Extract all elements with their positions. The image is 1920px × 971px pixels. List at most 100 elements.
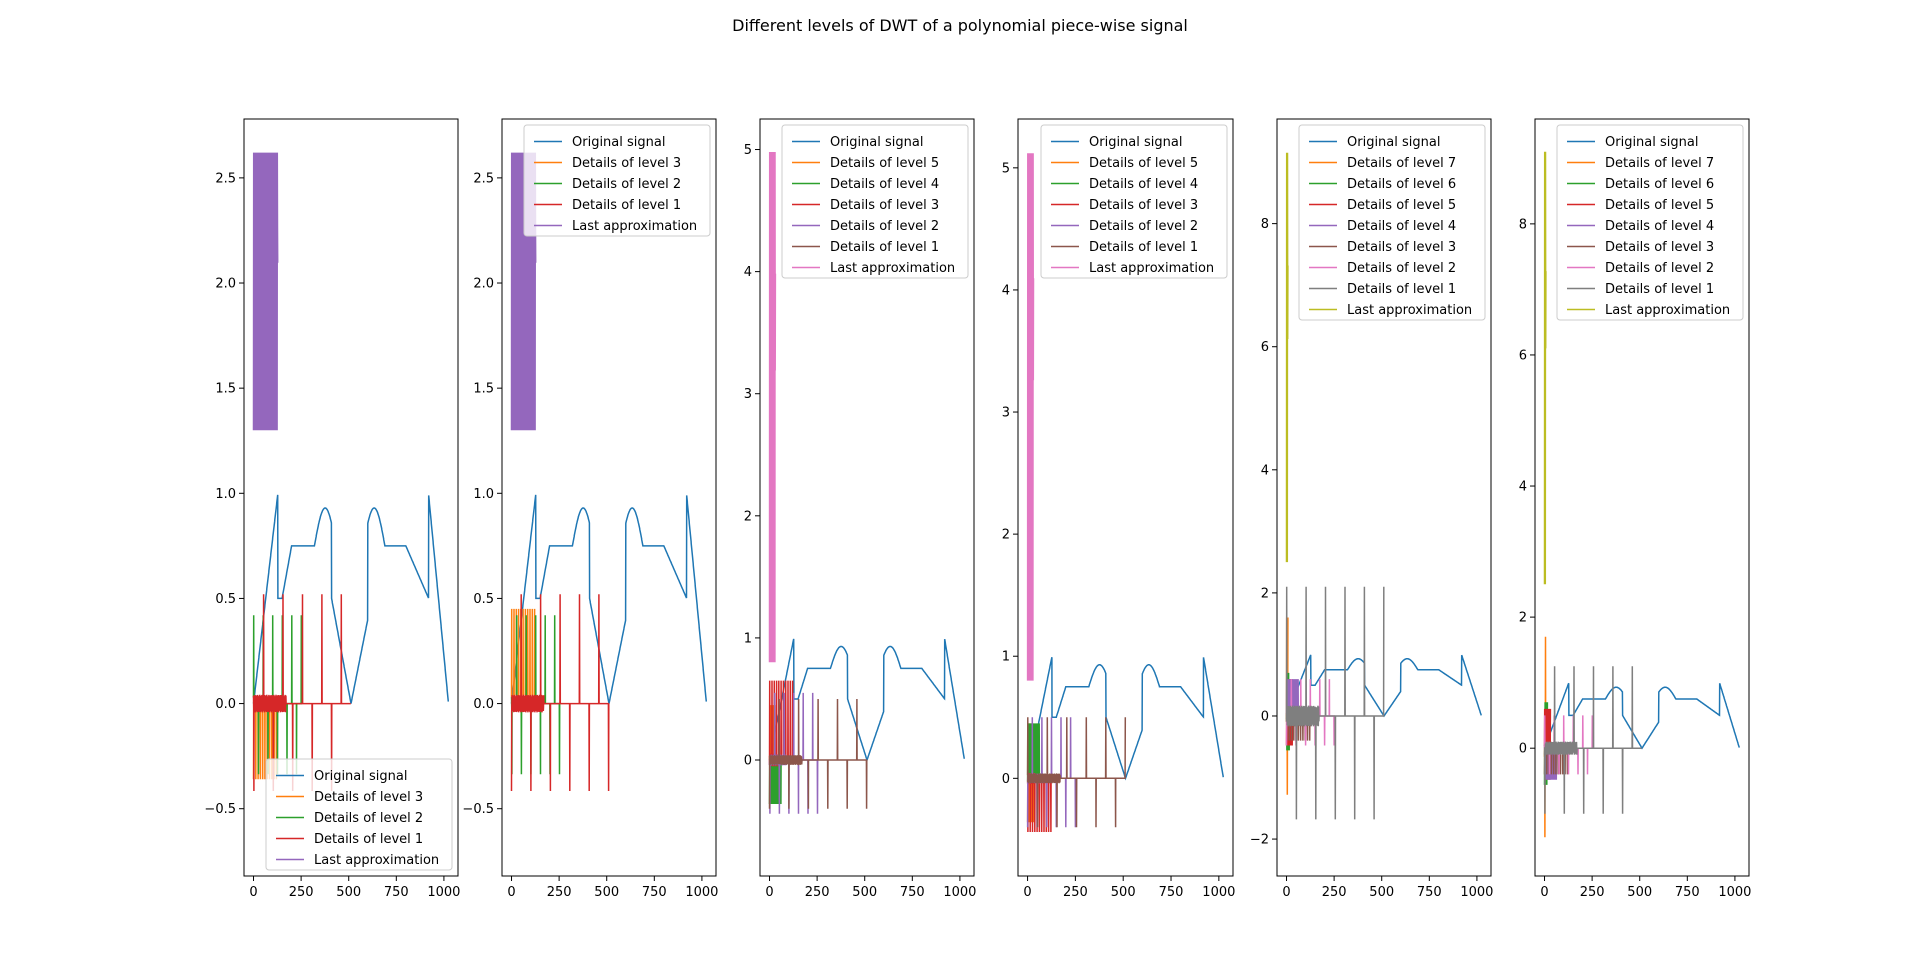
legend-label: Last approximation <box>830 261 955 276</box>
y-tick-label: 0.5 <box>215 592 236 607</box>
axes-frame <box>759 118 975 877</box>
x-tick-label: 250 <box>1580 885 1605 900</box>
legend-box <box>1298 124 1486 321</box>
legend-box <box>1556 124 1744 321</box>
subplot-1: 0 250 500 750 1000 −0.5 0.0 0.5 1.0 1.5 2.0 2.5 Orig… <box>204 118 460 900</box>
x-tick-label: 250 <box>289 885 314 900</box>
x-tick-label: 0 <box>1540 885 1548 900</box>
x-tick-label: 750 <box>384 885 409 900</box>
subplot-6: 0 250 500 750 1000 0 2 4 6 8 Original signal Detail… <box>1519 118 1751 900</box>
legend-label: Details of level 2 <box>314 811 423 826</box>
legend-label: Details of level 2 <box>1605 261 1714 276</box>
series-line-5 <box>252 152 279 431</box>
y-tick-label: 4 <box>1519 480 1527 495</box>
legend-label: Last approximation <box>572 219 697 234</box>
axes-frame <box>1534 118 1750 877</box>
legend-label: Details of level 7 <box>1605 156 1714 171</box>
y-tick-label: 0 <box>1519 742 1527 757</box>
y-tick-label: 4 <box>1002 283 1010 298</box>
x-tick-label: 250 <box>1322 885 1347 900</box>
legend-label: Original signal <box>314 769 407 784</box>
axes-frame <box>243 118 459 877</box>
y-tick-label: −0.5 <box>204 802 236 817</box>
legend-label: Details of level 7 <box>1347 156 1456 171</box>
x-tick-label: 1000 <box>1718 885 1751 900</box>
y-tick-label: −0.5 <box>462 802 494 817</box>
x-tick-label: 0 <box>765 885 773 900</box>
x-tick-label: 750 <box>1159 885 1184 900</box>
y-tick-label: 8 <box>1519 217 1527 232</box>
y-tick-label: −2 <box>1250 833 1269 848</box>
legend-label: Details of level 2 <box>1347 261 1456 276</box>
legend-label: Last approximation <box>1347 303 1472 318</box>
x-tick-label: 0 <box>1023 885 1031 900</box>
legend-label: Details of level 5 <box>830 156 939 171</box>
legend: Original signal Details of level 5 Details… <box>781 124 969 279</box>
axes-frame <box>1017 118 1234 877</box>
legend-label: Original signal <box>1605 135 1698 150</box>
legend: Original signal Details of level 3 Details… <box>265 758 453 871</box>
series-line-7 <box>768 151 777 663</box>
y-tick-label: 0 <box>744 754 752 769</box>
y-tick-label: 2 <box>1519 611 1527 626</box>
legend-label: Details of level 1 <box>314 832 423 847</box>
legend: Original signal Details of level 7 Details… <box>1556 124 1744 321</box>
y-tick-label: 1 <box>1002 650 1010 665</box>
y-tick-label: 4 <box>744 265 752 280</box>
legend-label: Details of level 2 <box>830 219 939 234</box>
y-tick-label: 1.5 <box>473 382 494 397</box>
y-tick-label: 1.0 <box>473 487 494 502</box>
legend: Original signal Details of level 5 Details… <box>1040 124 1228 279</box>
y-tick-label: 6 <box>1519 348 1527 363</box>
legend-box <box>265 758 453 871</box>
series-line-6 <box>768 698 868 809</box>
legend-label: Details of level 6 <box>1605 177 1714 192</box>
y-tick-label: 2.0 <box>215 277 236 292</box>
legend-label: Original signal <box>1089 135 1182 150</box>
x-tick-label: 250 <box>547 885 572 900</box>
x-tick-label: 0 <box>1282 885 1290 900</box>
legend-box <box>523 124 711 237</box>
legend: Original signal Details of level 7 Details… <box>1298 124 1486 321</box>
x-tick-label: 500 <box>852 885 877 900</box>
legend-box <box>781 124 969 279</box>
subplot-4: 0 250 500 750 1000 0 1 2 3 4 5 Original signal Detai… <box>1002 118 1235 900</box>
series-line-4 <box>510 594 610 792</box>
legend-label: Details of level 5 <box>1605 198 1714 213</box>
x-tick-label: 1000 <box>685 885 718 900</box>
legend-label: Details of level 4 <box>830 177 939 192</box>
y-tick-label: 1.5 <box>215 382 236 397</box>
legend-label: Details of level 1 <box>572 198 681 213</box>
x-tick-label: 500 <box>1627 885 1652 900</box>
legend-box <box>1040 124 1228 279</box>
x-tick-label: 750 <box>1675 885 1700 900</box>
legend-label: Original signal <box>1347 135 1440 150</box>
axes-frame <box>1276 118 1492 877</box>
figure-title: Different levels of DWT of a polynomial … <box>732 16 1188 35</box>
x-tick-label: 1000 <box>943 885 976 900</box>
y-tick-label: 5 <box>1002 161 1010 176</box>
legend-label: Details of level 1 <box>1089 240 1198 255</box>
legend: Original signal Details of level 3 Details… <box>523 124 711 237</box>
x-tick-label: 1000 <box>1460 885 1493 900</box>
axes-frame <box>501 118 717 877</box>
legend-label: Details of level 2 <box>1089 219 1198 234</box>
y-tick-label: 5 <box>744 143 752 158</box>
y-tick-label: 0.0 <box>473 697 494 712</box>
y-tick-label: 2 <box>1002 528 1010 543</box>
y-tick-label: 0 <box>1002 772 1010 787</box>
legend-label: Last approximation <box>1605 303 1730 318</box>
legend-label: Details of level 3 <box>572 156 681 171</box>
x-tick-label: 750 <box>1417 885 1442 900</box>
y-tick-label: 1 <box>744 631 752 646</box>
legend-label: Details of level 6 <box>1347 177 1456 192</box>
x-tick-label: 750 <box>642 885 667 900</box>
series-line-4 <box>252 594 351 792</box>
legend-label: Last approximation <box>1089 261 1214 276</box>
y-tick-label: 0 <box>1261 709 1269 724</box>
legend-label: Details of level 3 <box>314 790 423 805</box>
series-line-8 <box>1543 666 1642 814</box>
x-tick-label: 0 <box>249 885 257 900</box>
y-tick-label: 0.5 <box>473 592 494 607</box>
